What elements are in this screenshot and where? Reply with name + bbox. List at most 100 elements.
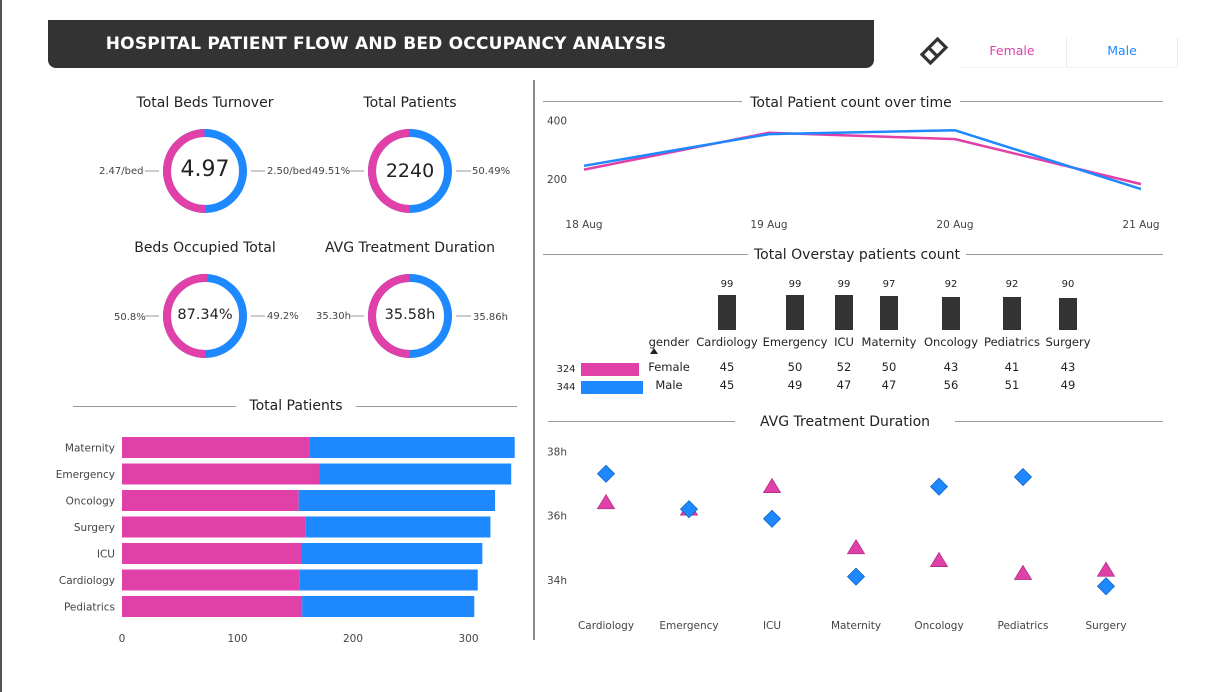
overstay-total-label: 97 xyxy=(882,279,896,290)
scatter-point-male xyxy=(1013,467,1033,487)
scatter-point-female xyxy=(596,493,616,510)
kpi-beds-turnover-male: 2.50/bed xyxy=(267,166,312,177)
sort-arrow-icon[interactable] xyxy=(650,348,658,354)
scatter-point-female xyxy=(929,551,949,567)
overstay-cell: 52 xyxy=(836,360,852,374)
scatter-y-tick: 36h xyxy=(547,511,567,523)
kpi-beds-occupied-title: Beds Occupied Total xyxy=(134,240,276,256)
kpi-total-patients-male: 50.49% xyxy=(472,166,511,177)
overstay-cell: 50 xyxy=(787,360,803,374)
bar-segment-male xyxy=(319,463,512,485)
total-patients-bar-title: Total Patients xyxy=(236,398,356,414)
overstay-column-bar xyxy=(880,295,898,330)
overstay-column-header: Maternity xyxy=(861,335,917,349)
scatter-point-female xyxy=(762,477,782,494)
overstay-table-title: Total Overstay patients count xyxy=(748,247,966,263)
slicer-female-button[interactable]: Female xyxy=(960,38,1064,68)
donut-slice-female xyxy=(163,129,247,213)
kpi-beds-occupied-donut xyxy=(145,274,265,358)
line-series-male xyxy=(583,129,1142,191)
bar-category-label: Surgery xyxy=(74,522,115,534)
line-series-female xyxy=(583,131,1142,186)
kpi-beds-occupied-value: 87.34% xyxy=(177,307,233,323)
overstay-cell: 45 xyxy=(719,378,735,392)
donut-slice-female xyxy=(368,129,452,213)
overstay-total-label: 99 xyxy=(788,279,802,290)
overstay-row-label: Female xyxy=(648,360,690,374)
overstay-column-bar xyxy=(835,295,853,330)
bar-x-tick: 200 xyxy=(343,633,363,645)
bar-category-label: Pediatrics xyxy=(64,602,115,614)
overstay-column-header: Surgery xyxy=(1045,335,1091,349)
overstay-cell: 49 xyxy=(787,378,803,392)
bar-category-label: ICU xyxy=(97,549,115,561)
kpi-avg-treatment-female: 35.30h xyxy=(316,311,351,322)
bar-segment-male xyxy=(301,543,483,564)
scatter-point-female xyxy=(846,538,866,555)
scatter-x-tick: ICU xyxy=(763,620,781,632)
kpi-beds-occupied-male: 49.2% xyxy=(267,311,299,322)
bar-segment-male xyxy=(298,490,496,511)
overstay-column-bar xyxy=(1059,298,1077,330)
bar-segment-male xyxy=(309,437,515,458)
frame-border xyxy=(0,0,2,692)
line-y-tick: 400 xyxy=(547,116,567,128)
kpi-total-patients-donut xyxy=(349,129,471,213)
patient-count-line-title: Total Patient count over time xyxy=(742,95,960,111)
overstay-column-header: Oncology xyxy=(923,335,979,349)
bar-segment-female xyxy=(122,543,302,564)
line-x-tick: 18 Aug xyxy=(565,219,602,231)
overstay-cell: 43 xyxy=(1060,360,1076,374)
overstay-row-bar-male xyxy=(581,381,643,394)
kpi-total-patients-value: 2240 xyxy=(385,160,435,182)
avg-treatment-scatter-title: AVG Treatment Duration xyxy=(735,414,955,430)
overstay-cell: 50 xyxy=(881,360,897,374)
bar-x-tick: 100 xyxy=(227,633,247,645)
bar-category-label: Oncology xyxy=(66,496,115,508)
slicer-male-button[interactable]: Male xyxy=(1066,38,1178,68)
bar-segment-male xyxy=(302,596,475,617)
kpi-avg-treatment-value: 35.58h xyxy=(384,307,436,323)
overstay-column-bar xyxy=(786,295,804,330)
clear-filters-icon[interactable] xyxy=(916,36,952,66)
page-title: HOSPITAL PATIENT FLOW AND BED OCCUPANCY … xyxy=(105,34,667,54)
overstay-total-label: 99 xyxy=(720,279,734,290)
scatter-point-male xyxy=(762,509,782,528)
bar-x-tick: 0 xyxy=(119,633,126,645)
bar-category-label: Maternity xyxy=(65,443,115,455)
overstay-column-header: Cardiology xyxy=(696,335,758,349)
kpi-avg-treatment-male: 35.86h xyxy=(473,312,508,323)
patient-count-line-chart: 200 400 18 Aug 19 Aug 20 Aug 21 Aug xyxy=(547,116,1160,231)
scatter-point-male xyxy=(1096,577,1116,596)
header-bar: HOSPITAL PATIENT FLOW AND BED OCCUPANCY … xyxy=(48,20,874,68)
avg-treatment-scatter-chart: 34h 36h 38h Cardiology Emergency ICU Maternity… xyxy=(547,446,1127,632)
overstay-column-header: Emergency xyxy=(762,335,828,349)
kpi-avg-treatment-donut xyxy=(349,274,471,358)
kpi-beds-turnover-female: 2.47/bed xyxy=(99,166,144,177)
panel-divider xyxy=(533,80,535,640)
kpi-beds-turnover-title: Total Beds Turnover xyxy=(136,95,274,111)
scatter-point-male xyxy=(929,477,949,496)
bar-category-label: Cardiology xyxy=(59,575,115,587)
overstay-cell: 45 xyxy=(719,360,735,374)
scatter-x-tick: Surgery xyxy=(1085,620,1126,632)
scatter-y-tick: 38h xyxy=(547,446,567,458)
line-x-tick: 20 Aug xyxy=(936,219,973,231)
line-x-tick: 19 Aug xyxy=(750,219,787,231)
line-x-tick: 21 Aug xyxy=(1122,219,1159,231)
scatter-point-male xyxy=(846,567,866,586)
scatter-point-female xyxy=(1013,564,1033,580)
overstay-column-bar xyxy=(942,297,960,330)
scatter-x-tick: Oncology xyxy=(914,620,963,632)
overstay-cell: 47 xyxy=(881,378,897,392)
overstay-cell: 41 xyxy=(1004,360,1020,374)
scatter-point-male xyxy=(679,500,699,519)
overstay-cell: 47 xyxy=(836,378,852,392)
overstay-row-total: 324 xyxy=(556,364,576,375)
scatter-point-male xyxy=(596,464,616,483)
bar-segment-male xyxy=(305,516,491,538)
bar-segment-female xyxy=(122,596,303,617)
overstay-column-bar xyxy=(1003,297,1021,330)
overstay-column-header: ICU xyxy=(834,335,854,349)
scatter-x-tick: Emergency xyxy=(659,620,718,632)
